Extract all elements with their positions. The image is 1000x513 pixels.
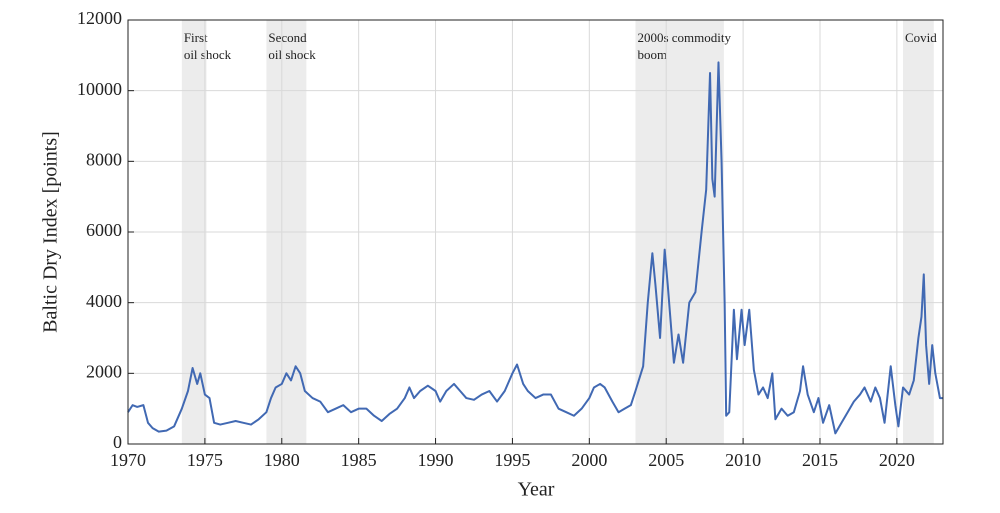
- x-tick-label: 2005: [648, 450, 684, 470]
- region-label: oil shock: [268, 47, 316, 62]
- region-label: oil shock: [184, 47, 232, 62]
- region-label: First: [184, 30, 208, 45]
- x-tick-label: 2010: [725, 450, 761, 470]
- region-label: Covid: [905, 30, 937, 45]
- x-tick-label: 2020: [879, 450, 915, 470]
- y-tick-label: 10000: [77, 79, 122, 99]
- y-axis-label: Baltic Dry Index [points]: [40, 131, 62, 333]
- x-tick-label: 1975: [187, 450, 223, 470]
- x-tick-label: 2015: [802, 450, 838, 470]
- plot-frame: [127, 19, 944, 445]
- y-tick-label: 4000: [86, 291, 122, 311]
- y-tick-label: 6000: [86, 220, 122, 240]
- x-tick-label: 1970: [110, 450, 146, 470]
- y-tick-label: 12000: [77, 8, 122, 28]
- y-tick-label: 2000: [86, 361, 122, 381]
- region-label: boom: [637, 47, 667, 62]
- x-tick-label: 1995: [494, 450, 530, 470]
- x-axis-label: Year: [518, 479, 555, 501]
- data-line: [127, 61, 943, 435]
- region-label: Second: [268, 30, 307, 45]
- y-tick-label: 0: [113, 432, 122, 452]
- region-label: 2000s commodity: [637, 30, 731, 45]
- x-tick-label: 2000: [571, 450, 607, 470]
- x-tick-label: 1980: [264, 450, 300, 470]
- x-tick-label: 1985: [341, 450, 377, 470]
- y-tick-label: 8000: [86, 149, 122, 169]
- x-tick-label: 1990: [418, 450, 454, 470]
